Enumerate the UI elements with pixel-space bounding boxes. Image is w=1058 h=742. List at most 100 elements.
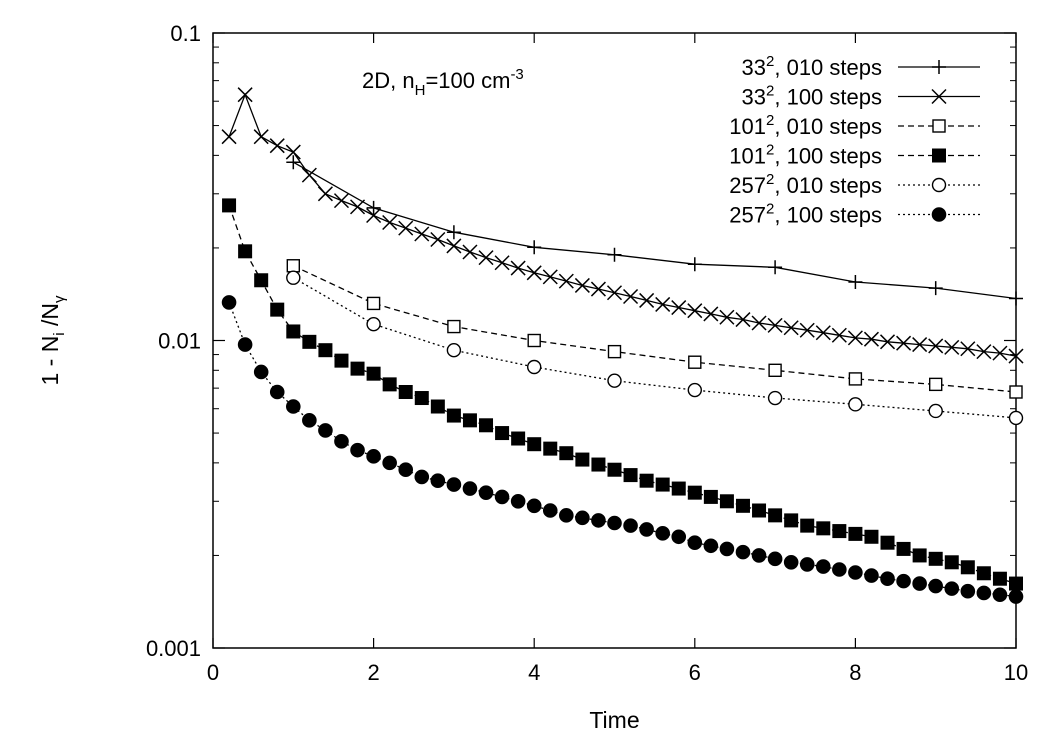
data-point (864, 529, 879, 544)
data-point (783, 320, 799, 336)
data-point (237, 337, 253, 352)
data-point (703, 306, 719, 322)
data-point (912, 337, 928, 353)
data-point (575, 510, 590, 526)
series-0 (286, 155, 1023, 306)
data-point (848, 565, 863, 580)
data-point (302, 334, 317, 349)
data-point (286, 259, 300, 273)
data-point (832, 562, 847, 577)
data-point (767, 317, 783, 333)
data-point (333, 193, 350, 209)
data-point (286, 324, 301, 339)
data-point (655, 477, 670, 492)
data-point (623, 288, 639, 305)
data-point (542, 503, 558, 518)
data-point (735, 498, 750, 513)
data-point (912, 548, 927, 563)
series-5 (221, 295, 1024, 604)
data-point (671, 481, 686, 496)
data-point (366, 207, 382, 224)
series-line (292, 277, 1017, 419)
data-point (543, 441, 558, 456)
data-point (687, 257, 702, 272)
data-point (639, 522, 654, 537)
data-point (703, 538, 719, 554)
data-point (382, 455, 397, 471)
data-point (719, 309, 735, 325)
data-point (495, 426, 510, 441)
data-point (607, 344, 622, 359)
data-point (286, 270, 301, 285)
data-point (447, 319, 461, 334)
data-point (639, 473, 654, 488)
data-point (896, 541, 911, 556)
data-point (976, 566, 991, 581)
data-point (350, 361, 365, 376)
legend-label: 2572, 010 steps (729, 171, 882, 198)
data-point (527, 240, 542, 255)
data-point (510, 493, 526, 509)
legend-label: 2572, 100 steps (729, 201, 882, 228)
data-point (317, 186, 333, 202)
data-point (623, 518, 638, 533)
legend-marker (932, 119, 946, 133)
data-point (366, 316, 381, 332)
data-point (767, 390, 783, 406)
data-point (446, 408, 461, 423)
data-point (334, 353, 349, 368)
data-point (992, 571, 1007, 586)
x-tick-label: 4 (528, 660, 540, 685)
data-point (253, 364, 269, 380)
data-point (366, 366, 381, 381)
data-point (928, 578, 944, 594)
data-point (912, 576, 927, 591)
data-point (607, 462, 622, 477)
data-point (799, 557, 815, 572)
y-tick-label: 0.001 (146, 636, 201, 661)
legend-entry-0: 332, 010 steps (742, 53, 980, 80)
data-point (574, 277, 590, 293)
data-point (559, 508, 574, 523)
data-point (462, 244, 478, 260)
data-point (462, 481, 478, 496)
data-point (928, 338, 944, 354)
data-point (929, 377, 943, 392)
legend-entry-5: 2572, 100 steps (729, 201, 980, 228)
data-point (815, 559, 831, 574)
data-point (783, 554, 799, 570)
data-point (1008, 589, 1024, 604)
data-point (671, 300, 687, 316)
legend-marker (932, 148, 946, 163)
data-point (816, 521, 831, 536)
data-point (222, 198, 237, 213)
data-point (607, 247, 622, 262)
data-point (752, 503, 767, 518)
data-point (430, 399, 445, 414)
legend-entry-2: 1012, 010 steps (729, 112, 980, 139)
data-point (863, 331, 879, 347)
data-point (269, 138, 285, 154)
data-point (446, 225, 461, 240)
series-2 (286, 259, 1023, 399)
legend-entry-4: 2572, 010 steps (729, 171, 980, 198)
data-point (382, 377, 397, 392)
data-point (494, 255, 510, 271)
data-point (254, 273, 269, 288)
data-point (960, 341, 976, 357)
data-point (768, 363, 782, 377)
data-point (815, 325, 831, 341)
data-point (606, 285, 623, 301)
data-point (350, 199, 366, 215)
data-point (286, 399, 301, 414)
data-point (607, 515, 622, 531)
data-point (719, 494, 734, 509)
data-point (607, 373, 622, 388)
data-point (414, 469, 430, 485)
data-point (1009, 291, 1023, 306)
data-point (831, 327, 847, 343)
legend-entry-3: 1012, 100 steps (729, 142, 980, 169)
data-point (703, 489, 718, 504)
data-point (767, 551, 783, 567)
